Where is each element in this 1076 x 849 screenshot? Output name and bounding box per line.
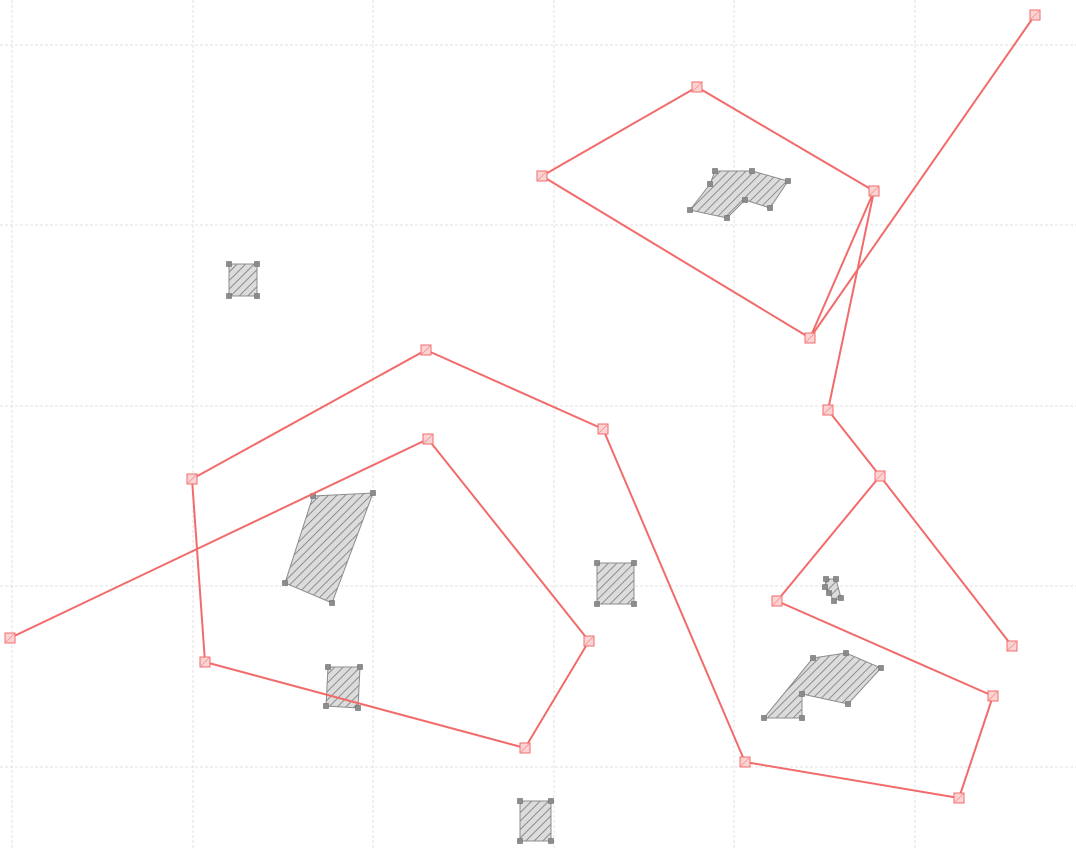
obstacle-vertex-icon[interactable] [843,650,849,656]
obstacles [226,168,884,844]
obstacle-vertex-icon[interactable] [749,168,755,174]
obstacle-vertex-icon[interactable] [254,261,260,267]
path-vertex-handle[interactable] [739,756,751,768]
path-vertex-handle[interactable] [4,632,16,644]
handle-mark [772,596,782,606]
obstacle-vertex-icon[interactable] [785,178,791,184]
obstacle-vertex-icon[interactable] [687,207,693,213]
obstacle-vertex-icon[interactable] [767,205,773,211]
obstacle-vertex-icon[interactable] [355,705,361,711]
handle-mark [692,82,702,92]
path-vertex-handle[interactable] [422,433,434,445]
handle-mark [537,171,547,181]
obstacle-vertex-icon[interactable] [548,838,554,844]
path-vertex-handle[interactable] [583,635,595,647]
obstacle-vertex-icon[interactable] [823,576,829,582]
handle-mark [5,633,15,643]
obstacle-vertex-icon[interactable] [631,560,637,566]
path-handles [4,9,1041,804]
obstacle-vertex-icon[interactable] [226,293,232,299]
handle-mark [1030,10,1040,20]
path-vertex-handle[interactable] [1029,9,1041,21]
obstacle-vertex-icon[interactable] [712,168,718,174]
path-vertex-handle[interactable] [199,656,211,668]
obstacle[interactable] [687,168,791,221]
obstacle-vertex-icon[interactable] [838,595,844,601]
path-vertex-handle[interactable] [1006,640,1018,652]
obstacle-vertex-icon[interactable] [548,798,554,804]
obstacle-shape[interactable] [228,263,258,297]
obstacle-vertex-icon[interactable] [329,600,335,606]
obstacle-vertex-icon[interactable] [810,655,816,661]
obstacle-vertex-icon[interactable] [594,601,600,607]
obstacle[interactable] [226,261,260,299]
handle-mark [423,434,433,444]
path-vertex-handle[interactable] [597,423,609,435]
handle-mark [875,471,885,481]
handle-mark [740,757,750,767]
obstacle-shape[interactable] [596,562,635,605]
handle-mark [187,474,197,484]
handle-mark [869,186,879,196]
handle-mark [520,743,530,753]
handle-mark [805,333,815,343]
path-vertex-handle[interactable] [874,470,886,482]
obstacle[interactable] [822,576,844,604]
handle-mark [584,636,594,646]
obstacle[interactable] [517,798,554,844]
handle-mark [823,405,833,415]
obstacle-vertex-icon[interactable] [878,665,884,671]
obstacle-vertex-icon[interactable] [357,664,363,670]
obstacle-vertex-icon[interactable] [517,798,523,804]
path-vertex-handle[interactable] [804,332,816,344]
obstacle-vertex-icon[interactable] [325,664,331,670]
obstacle-vertex-icon[interactable] [226,261,232,267]
handle-mark [598,424,608,434]
path-vertex-handle[interactable] [822,404,834,416]
obstacle-vertex-icon[interactable] [707,181,713,187]
obstacle-vertex-icon[interactable] [761,715,767,721]
obstacle-vertex-icon[interactable] [826,590,832,596]
obstacle-vertex-icon[interactable] [822,584,828,590]
path-vertex-handle[interactable] [953,792,965,804]
obstacle-vertex-icon[interactable] [799,691,805,697]
handle-mark [200,657,210,667]
handle-mark [954,793,964,803]
obstacle-vertex-icon[interactable] [631,601,637,607]
obstacle[interactable] [761,650,884,721]
path-vertex-handle[interactable] [691,81,703,93]
handle-mark [421,345,431,355]
obstacle-vertex-icon[interactable] [370,490,376,496]
path-vertex-handle[interactable] [536,170,548,182]
obstacle-vertex-icon[interactable] [831,598,837,604]
obstacle-shape[interactable] [762,652,882,719]
obstacle-vertex-icon[interactable] [833,576,839,582]
obstacle-vertex-icon[interactable] [845,701,851,707]
obstacle-vertex-icon[interactable] [724,215,730,221]
path-vertex-handle[interactable] [987,690,999,702]
obstacle-vertex-icon[interactable] [282,580,288,586]
obstacle-vertex-icon[interactable] [517,838,523,844]
handle-mark [1007,641,1017,651]
obstacle-shape[interactable] [519,800,552,842]
path-vertex-handle[interactable] [868,185,880,197]
obstacle[interactable] [594,560,637,607]
path-vertex-handle[interactable] [519,742,531,754]
path-vertex-handle[interactable] [186,473,198,485]
handle-mark [988,691,998,701]
obstacle-vertex-icon[interactable] [742,197,748,203]
obstacle-vertex-icon[interactable] [799,715,805,721]
path-vertex-handle[interactable] [771,595,783,607]
obstacle-vertex-icon[interactable] [323,703,329,709]
route-path[interactable] [809,14,1036,339]
obstacle-vertex-icon[interactable] [254,293,260,299]
path-vertex-handle[interactable] [420,344,432,356]
obstacle-vertex-icon[interactable] [594,560,600,566]
